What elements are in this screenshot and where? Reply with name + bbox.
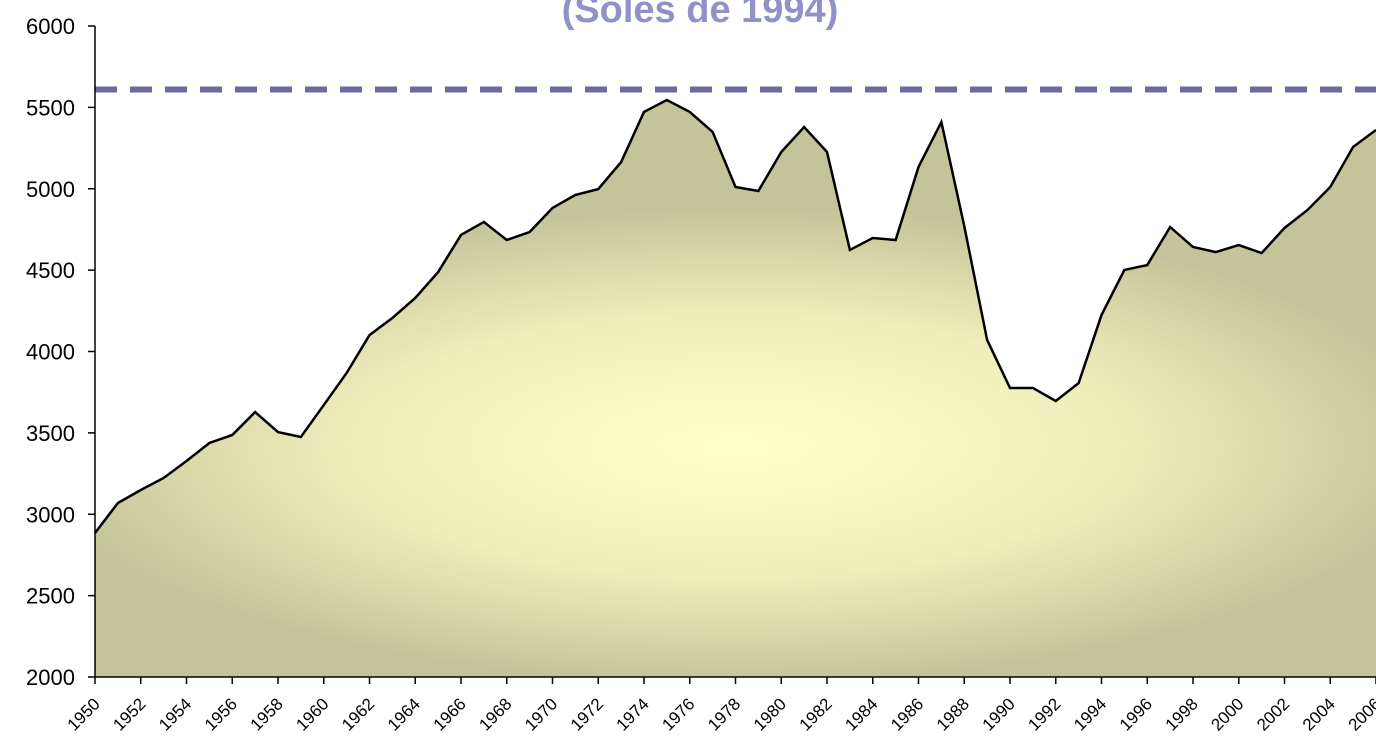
x-tick-label: 1970 xyxy=(521,694,561,734)
y-tick-label: 2000 xyxy=(26,665,75,690)
x-tick-label: 1994 xyxy=(1070,694,1110,734)
x-tick-label: 1998 xyxy=(1162,694,1202,734)
y-tick-label: 5500 xyxy=(26,95,75,120)
x-tick-label: 1990 xyxy=(979,694,1019,734)
x-tick-label: 1980 xyxy=(750,694,790,734)
x-tick-label: 2004 xyxy=(1299,694,1339,734)
x-tick-label: 1960 xyxy=(292,694,332,734)
x-tick-label: 1968 xyxy=(475,694,515,734)
x-tick-label: 1986 xyxy=(887,694,927,734)
x-tick-label: 2006 xyxy=(1345,694,1376,734)
x-tick-label: 1972 xyxy=(567,694,607,734)
area xyxy=(95,100,1376,677)
x-tick-label: 1962 xyxy=(338,694,378,734)
x-tick-label: 1976 xyxy=(658,694,698,734)
y-tick-label: 3500 xyxy=(26,421,75,446)
x-tick-label: 1984 xyxy=(841,694,881,734)
x-tick-label: 1966 xyxy=(430,694,470,734)
x-tick-label: 1958 xyxy=(247,694,287,734)
y-tick-label: 5000 xyxy=(26,177,75,202)
x-tick-label: 1978 xyxy=(704,694,744,734)
y-tick-label: 2500 xyxy=(26,584,75,609)
x-tick-label: 2002 xyxy=(1253,694,1293,734)
x-tick-label: 1982 xyxy=(796,694,836,734)
x-tick-label: 2000 xyxy=(1207,694,1247,734)
x-tick-label: 1964 xyxy=(384,694,424,734)
x-tick-label: 1956 xyxy=(201,694,241,734)
y-tick-label: 4500 xyxy=(26,258,75,283)
x-tick-label: 1952 xyxy=(109,694,149,734)
chart-title: (Soles de 1994) xyxy=(562,0,839,31)
y-tick-label: 3000 xyxy=(26,502,75,527)
x-tick-label: 1954 xyxy=(155,694,195,734)
line xyxy=(94,98,1376,534)
x-tick-label: 1992 xyxy=(1024,694,1064,734)
x-tick-label: 1996 xyxy=(1116,694,1156,734)
x-tick-label: 1974 xyxy=(613,694,653,734)
x-tick-label: 1950 xyxy=(64,694,104,734)
y-tick-label: 4000 xyxy=(26,340,75,365)
x-tick-label: 1988 xyxy=(933,694,973,734)
y-tick-label: 6000 xyxy=(26,14,75,39)
